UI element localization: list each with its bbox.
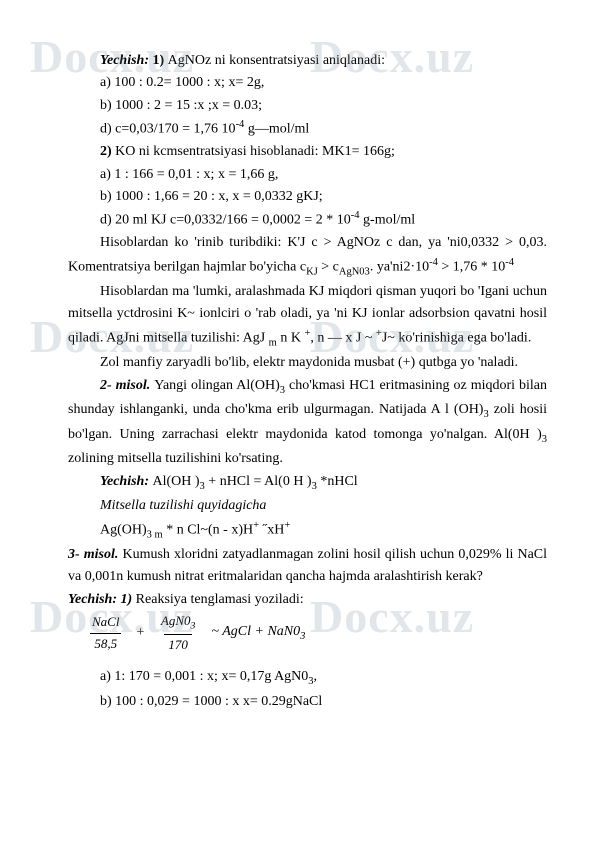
plus-1: + — [135, 622, 144, 644]
sup-9a: -4 — [429, 257, 438, 268]
p-l18: a) 1: 170 = 0,001 : x; x= 0,17g AgN03, — [68, 666, 547, 691]
p-l5: 2) KO ni kcmsentratsiyasi hisoblanadi: M… — [68, 141, 547, 163]
t-l4a: d) c=0,03/170 = 1,76 10 — [100, 122, 236, 137]
p-l14: Mitsella tuzilishi quyidagicha — [68, 495, 547, 517]
p-yechish-1: Yechish: 1) AgNOz ni konsentratsiyasi an… — [68, 50, 547, 72]
p-l16: 3- misol. Kumush xloridni zatyadlanmagan… — [68, 544, 547, 589]
t-l13c: + nHCl = Al(0 H ) — [205, 474, 312, 489]
t-l16b: Kumush xloridni zatyadlanmagan zolini ho… — [68, 547, 547, 584]
t-l13b: Al(OH ) — [153, 474, 200, 489]
t-l15b: * n Cl~(n - x)H — [163, 522, 253, 537]
p-l2: a) 100 : 0.2= 1000 : x; x= 2g, — [68, 72, 547, 94]
t-l8a: d) 20 ml KJ c=0,0332/166 = 0,0002 = 2 * … — [100, 213, 351, 228]
t-l13d: *nHCl — [317, 474, 358, 489]
frac-2: AgN03 170 — [157, 611, 200, 656]
sub-agno3: AgN03 — [339, 266, 370, 277]
sub-3m: 3 m — [147, 529, 163, 540]
sup-4: -4 — [236, 119, 245, 130]
t-l17a: Yechish: 1) — [68, 592, 136, 607]
sub-m1: m — [269, 337, 277, 348]
t-l14: Mitsella tuzilishi quyidagicha — [100, 498, 266, 513]
p-l3: b) 1000 : 2 = 15 :x ;x = 0.03; — [68, 95, 547, 117]
p-l17: Yechish: 1) Reaksiya tenglamasi yoziladi… — [68, 589, 547, 611]
t-l5a: 2) — [100, 144, 115, 159]
frac-1: NaCl 58,5 — [88, 612, 123, 655]
t-l12b: Yangi olingan Al(OH) — [154, 378, 280, 393]
t-l9c: . ya'ni2·10 — [370, 259, 429, 274]
eq-mid: ~ AgCl + NaN03 — [211, 621, 305, 646]
p-l10: Hisoblardan ma 'lumki, aralashmada KJ mi… — [68, 281, 547, 352]
p-l19: b) 100 : 0,029 = 1000 : x x= 0.29gNaCl — [68, 691, 547, 713]
t-l15c: ˝xH — [259, 522, 284, 537]
sub-3c: 3 — [542, 433, 547, 444]
p-l13: Yechish: Al(OH )3 + nHCl = Al(0 H )3 *nH… — [68, 471, 547, 496]
t-l10d: J~ ko'rinishiga ega bo'ladi. — [382, 331, 531, 346]
p-l4: d) c=0,03/170 = 1,76 10-4 g—mol/ml — [68, 117, 547, 141]
p-l12: 2- misol. Yangi olingan Al(OH)3 cho'kmas… — [68, 375, 547, 471]
t-l8b: g-mol/ml — [360, 213, 416, 228]
p-l7: b) 1000 : 1,66 = 20 : x, x = 0,0332 gKJ; — [68, 186, 547, 208]
t-l5b: KO ni kcmsentratsiyasi hisoblanadi: MK1=… — [115, 144, 395, 159]
t-l12e: zolining mitsella tuzilishini ko'rsating… — [68, 451, 283, 466]
t-l4b: g—mol/ml — [244, 122, 309, 137]
t-l10c: , n — x J ~ — [310, 331, 376, 346]
page-content: Yechish: 1) AgNOz ni konsentratsiyasi an… — [68, 50, 547, 713]
frac2-num: AgN03 — [157, 611, 200, 634]
p-l6: a) 1 : 166 = 0,01 : x; x = 1,66 g, — [68, 164, 547, 186]
frac1-den: 58,5 — [90, 633, 121, 655]
equation-row: NaCl 58,5 + AgN03 170 ~ AgCl + NaN03 — [88, 611, 547, 656]
t-l1c: AgNOz ni konsentratsiyasi aniqlanadi: — [168, 53, 385, 68]
t-l15a: Ag(OH) — [100, 522, 147, 537]
t-l17b: Reaksiya tenglamasi yoziladi: — [136, 592, 304, 607]
t-l13a: Yechish: — [100, 474, 153, 489]
sup-9b: -4 — [505, 257, 514, 268]
sub-kj: KJ — [306, 266, 318, 277]
t-yechish1: Yechish: — [100, 53, 153, 68]
t-l12a: 2- misol. — [100, 378, 154, 393]
p-l15: Ag(OH)3 m * n Cl~(n - x)H+ ˝xH+ — [68, 518, 547, 544]
p-l9: Hisoblardan ko 'rinib turibdiki: K'J c >… — [68, 232, 547, 281]
frac2-den: 170 — [164, 634, 192, 656]
p-l11: Zol manfiy zaryadli bo'lib, elektr maydo… — [68, 352, 547, 374]
p-l8: d) 20 ml KJ c=0,0332/166 = 0,0002 = 2 * … — [68, 208, 547, 232]
t-1: 1) — [153, 53, 168, 68]
frac1-num: NaCl — [88, 612, 123, 633]
t-l10b: n K — [277, 331, 305, 346]
sup-8: -4 — [351, 210, 360, 221]
sup-plus4: + — [284, 520, 290, 531]
sub-3f: 3 — [308, 676, 313, 687]
t-l16a: 3- misol. — [68, 547, 122, 562]
t-l18: a) 1: 170 = 0,001 : x; x= 0,17g AgN0 — [100, 669, 308, 684]
t-l9d: > 1,76 * 10 — [438, 259, 505, 274]
t-l9b: > c — [318, 259, 339, 274]
